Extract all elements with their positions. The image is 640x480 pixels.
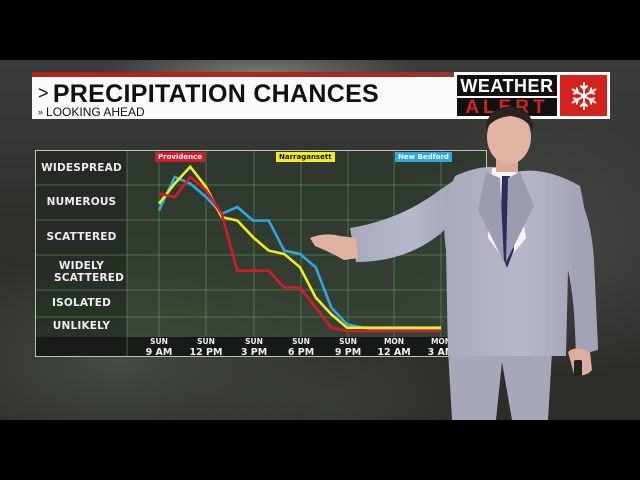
letterbox-top [0,0,640,60]
chevron-right-icon: > [38,83,49,103]
x-label: SUN 6 PM [287,337,315,358]
double-chevron-icon: » [38,107,44,117]
x-label: SUN 9 PM [334,337,362,358]
series-line-providence [158,175,441,333]
title-banner: > PRECIPITATION CHANCES » LOOKING AHEAD [32,72,454,119]
series-line-narragansett [157,164,441,329]
x-label: SUN 12 PM [189,337,223,358]
x-label: SUN 3 PM [240,337,268,358]
legend-tag-providence: Providence [155,152,205,162]
alert-line-weather: WEATHER [460,76,554,96]
page-title: > PRECIPITATION CHANCES [38,80,379,109]
y-label-widespread: WIDESPREAD [41,162,122,174]
snowflake-glyph [571,81,596,110]
legend-tag-narragansett: Narragansett [276,152,335,162]
x-label: SUN 9 AM [145,337,173,358]
precipitation-chart: WIDESPREAD NUMEROUS SCATTERED WIDELY SCA… [35,150,487,358]
alert-line-alert: ALERT [465,97,549,118]
x-label: MON 3 AM [427,337,455,358]
y-label-isolated: ISOLATED [51,297,112,309]
y-label-unlikely: UNLIKELY [52,320,111,332]
subtitle-text: LOOKING AHEAD [46,105,145,119]
y-axis-label-column [36,151,127,337]
alert-divider [457,96,557,98]
series-lines [157,164,441,333]
series-line-new-bedford [157,175,441,331]
page-subtitle: » LOOKING AHEAD [38,105,145,119]
y-label-scattered: SCATTERED [46,231,117,243]
title-body: > PRECIPITATION CHANCES » LOOKING AHEAD [32,77,454,119]
title-accent-bar [32,72,454,77]
snowflake-icon [560,75,607,116]
letterbox-bottom [0,420,640,480]
y-label-numerous: NUMEROUS [46,196,117,208]
x-label: MON 12 AM [377,337,411,358]
weather-alert-badge: WEATHER ALERT [454,72,610,119]
y-label-widely-scattered: WIDELY SCATTERED [54,260,125,284]
title-text: PRECIPITATION CHANCES [52,80,380,108]
x-axis-band [36,337,486,356]
legend-tag-new-bedford: New Bedford [395,152,452,162]
alert-wordmark: WEATHER ALERT [457,75,557,118]
